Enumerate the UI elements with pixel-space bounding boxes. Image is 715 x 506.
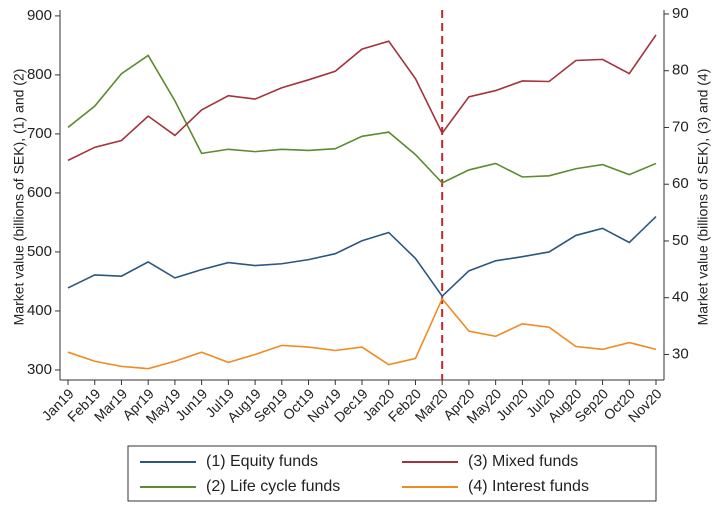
legend-label: (2) Life cycle funds <box>206 478 340 495</box>
y2-tick-label: 70 <box>672 118 689 135</box>
y-tick-label: 600 <box>27 184 52 201</box>
series-line <box>67 54 657 184</box>
y2-tick-label: 60 <box>672 175 689 192</box>
legend-label: (3) Mixed funds <box>468 453 578 470</box>
legend-label: (4) Interest funds <box>468 478 589 495</box>
y2-tick-label: 30 <box>672 345 689 362</box>
y-tick-label: 500 <box>27 243 52 260</box>
series-line <box>67 215 657 298</box>
y-tick-label: 300 <box>27 361 52 378</box>
y2-tick-label: 80 <box>672 62 689 79</box>
y-axis-title: Market value (billions of SEK), (1) and … <box>11 69 27 326</box>
y2-tick-label: 90 <box>672 5 689 22</box>
y2-tick-label: 40 <box>672 289 689 306</box>
y-tick-label: 900 <box>27 7 52 24</box>
legend-label: (1) Equity funds <box>206 453 318 470</box>
y-tick-label: 800 <box>27 66 52 83</box>
legend-box <box>127 445 657 502</box>
y2-tick-label: 50 <box>672 232 689 249</box>
y2-axis-title: Market value (billions of SEK), (3) and … <box>695 69 711 326</box>
y-tick-label: 700 <box>27 125 52 142</box>
y-tick-label: 400 <box>27 302 52 319</box>
series-line <box>67 34 657 162</box>
series-line <box>67 297 657 370</box>
